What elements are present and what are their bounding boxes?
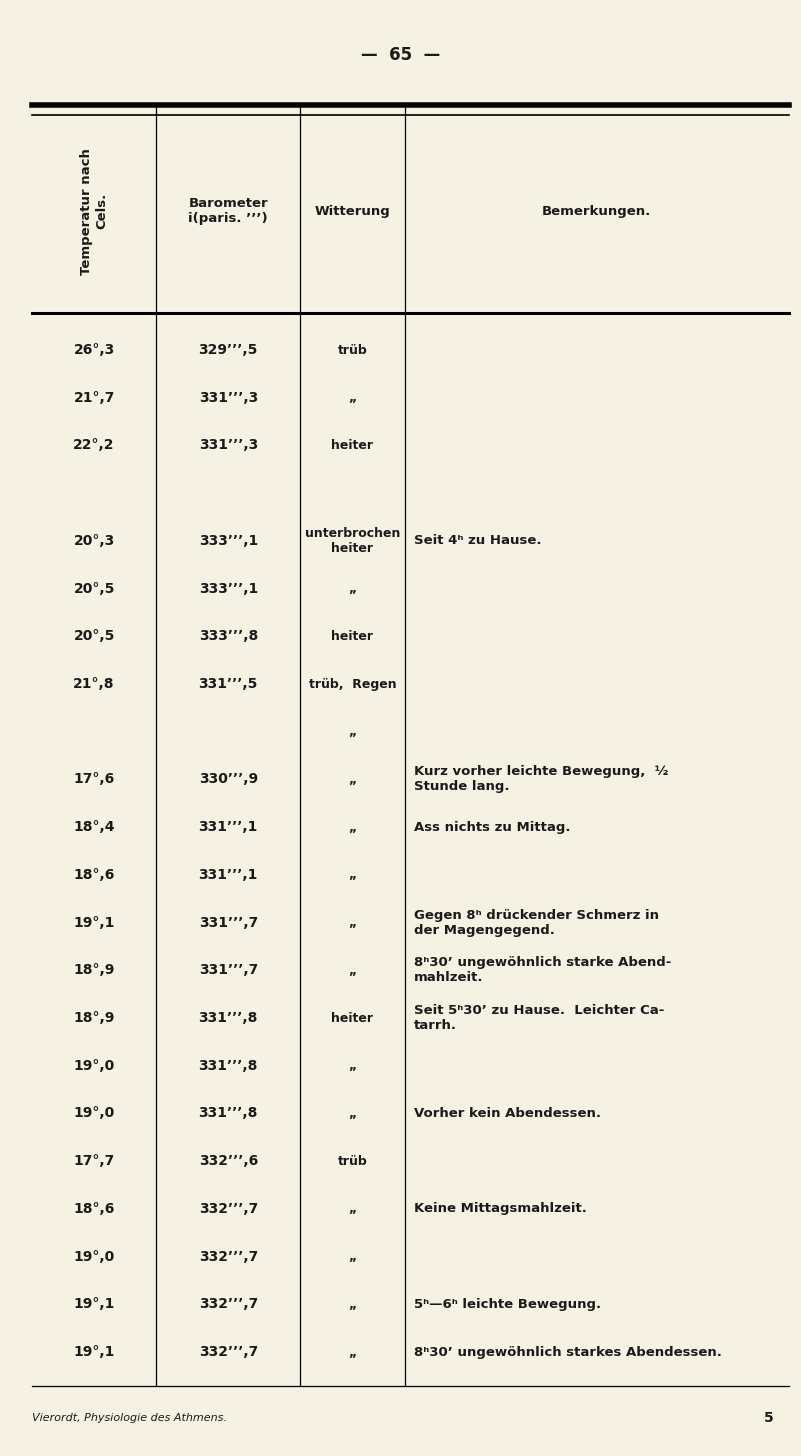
Text: „: „	[348, 1203, 356, 1216]
Text: Barometer
i(paris. ’’’): Barometer i(paris. ’’’)	[188, 197, 268, 226]
Text: 18°,9: 18°,9	[74, 964, 115, 977]
Text: 22°,2: 22°,2	[74, 438, 115, 453]
Text: 8ʰ30’ ungewöhnlich starkes Abendessen.: 8ʰ30’ ungewöhnlich starkes Abendessen.	[414, 1345, 722, 1358]
Text: Vierordt, Physiologie des Athmens.: Vierordt, Physiologie des Athmens.	[32, 1414, 227, 1423]
Text: 330’’’,9: 330’’’,9	[199, 773, 258, 786]
Text: 20°,5: 20°,5	[74, 581, 115, 596]
Text: trüb,  Regen: trüb, Regen	[308, 677, 396, 690]
Text: 19°,1: 19°,1	[74, 1345, 115, 1358]
Text: 331’’’,5: 331’’’,5	[199, 677, 258, 692]
Text: 19°,0: 19°,0	[74, 1107, 115, 1121]
Text: „: „	[348, 868, 356, 881]
Text: heiter: heiter	[332, 630, 373, 642]
Text: 8ʰ30’ ungewöhnlich starke Abend-
mahlzeit.: 8ʰ30’ ungewöhnlich starke Abend- mahlzei…	[414, 957, 671, 984]
Text: „: „	[348, 773, 356, 786]
Text: „: „	[348, 582, 356, 596]
Text: „: „	[348, 1060, 356, 1072]
Text: „: „	[348, 1107, 356, 1120]
Text: „: „	[348, 725, 356, 738]
Text: 331’’’,3: 331’’’,3	[199, 438, 258, 453]
Text: 331’’’,7: 331’’’,7	[199, 964, 258, 977]
Text: „: „	[348, 1297, 356, 1310]
Text: 18°,4: 18°,4	[74, 820, 115, 834]
Text: trüb: trüb	[337, 344, 368, 357]
Text: 333’’’,1: 333’’’,1	[199, 581, 258, 596]
Text: 19°,0: 19°,0	[74, 1249, 115, 1264]
Text: 331’’’,1: 331’’’,1	[199, 868, 258, 882]
Text: 329’’’,5: 329’’’,5	[199, 344, 258, 357]
Text: 19°,1: 19°,1	[74, 916, 115, 929]
Text: Seit 5ʰ30’ zu Hause.  Leichter Ca-
tarrh.: Seit 5ʰ30’ zu Hause. Leichter Ca- tarrh.	[414, 1005, 665, 1032]
Text: Witterung: Witterung	[315, 205, 390, 217]
Text: 18°,9: 18°,9	[74, 1010, 115, 1025]
Text: „: „	[348, 1345, 356, 1358]
Text: 17°,6: 17°,6	[74, 773, 115, 786]
Text: „: „	[348, 916, 356, 929]
Text: 331’’’,7: 331’’’,7	[199, 916, 258, 929]
Text: 331’’’,3: 331’’’,3	[199, 390, 258, 405]
Text: 18°,6: 18°,6	[74, 868, 115, 882]
Text: 21°,7: 21°,7	[74, 390, 115, 405]
Text: 331’’’,8: 331’’’,8	[199, 1010, 258, 1025]
Text: 20°,3: 20°,3	[74, 534, 115, 547]
Text: 333’’’,1: 333’’’,1	[199, 534, 258, 547]
Text: 26°,3: 26°,3	[74, 344, 115, 357]
Text: 19°,1: 19°,1	[74, 1297, 115, 1312]
Text: 5: 5	[764, 1411, 774, 1425]
Text: 19°,0: 19°,0	[74, 1059, 115, 1073]
Text: 20°,5: 20°,5	[74, 629, 115, 644]
Text: Vorher kein Abendessen.: Vorher kein Abendessen.	[414, 1107, 601, 1120]
Text: 332’’’,7: 332’’’,7	[199, 1297, 258, 1312]
Text: 332’’’,7: 332’’’,7	[199, 1201, 258, 1216]
Text: 331’’’,1: 331’’’,1	[199, 820, 258, 834]
Text: Keine Mittagsmahlzeit.: Keine Mittagsmahlzeit.	[414, 1203, 587, 1216]
Text: Kurz vorher leichte Bewegung,  ½
Stunde lang.: Kurz vorher leichte Bewegung, ½ Stunde l…	[414, 766, 669, 794]
Text: 332’’’,6: 332’’’,6	[199, 1155, 258, 1168]
Text: 21°,8: 21°,8	[74, 677, 115, 692]
Text: „: „	[348, 392, 356, 405]
Text: unterbrochen
heiter: unterbrochen heiter	[304, 527, 400, 555]
Text: 331’’’,8: 331’’’,8	[199, 1059, 258, 1073]
Text: 331’’’,8: 331’’’,8	[199, 1107, 258, 1121]
Text: trüb: trüb	[337, 1155, 368, 1168]
Text: heiter: heiter	[332, 438, 373, 451]
Text: „: „	[348, 1251, 356, 1264]
Text: Temperatur nach
Cels.: Temperatur nach Cels.	[80, 147, 108, 275]
Text: —  65  —: — 65 —	[361, 47, 440, 64]
Text: „: „	[348, 964, 356, 977]
Text: 18°,6: 18°,6	[74, 1201, 115, 1216]
Text: 17°,7: 17°,7	[74, 1155, 115, 1168]
Text: Gegen 8ʰ drückender Schmerz in
der Magengegend.: Gegen 8ʰ drückender Schmerz in der Magen…	[414, 909, 659, 936]
Text: heiter: heiter	[332, 1012, 373, 1025]
Text: 5ʰ—6ʰ leichte Bewegung.: 5ʰ—6ʰ leichte Bewegung.	[414, 1297, 602, 1310]
Text: „: „	[348, 821, 356, 834]
Text: 333’’’,8: 333’’’,8	[199, 629, 258, 644]
Text: 332’’’,7: 332’’’,7	[199, 1345, 258, 1358]
Text: 332’’’,7: 332’’’,7	[199, 1249, 258, 1264]
Text: Ass nichts zu Mittag.: Ass nichts zu Mittag.	[414, 821, 570, 834]
Text: Bemerkungen.: Bemerkungen.	[542, 205, 651, 217]
Text: Seit 4ʰ zu Hause.: Seit 4ʰ zu Hause.	[414, 534, 541, 547]
